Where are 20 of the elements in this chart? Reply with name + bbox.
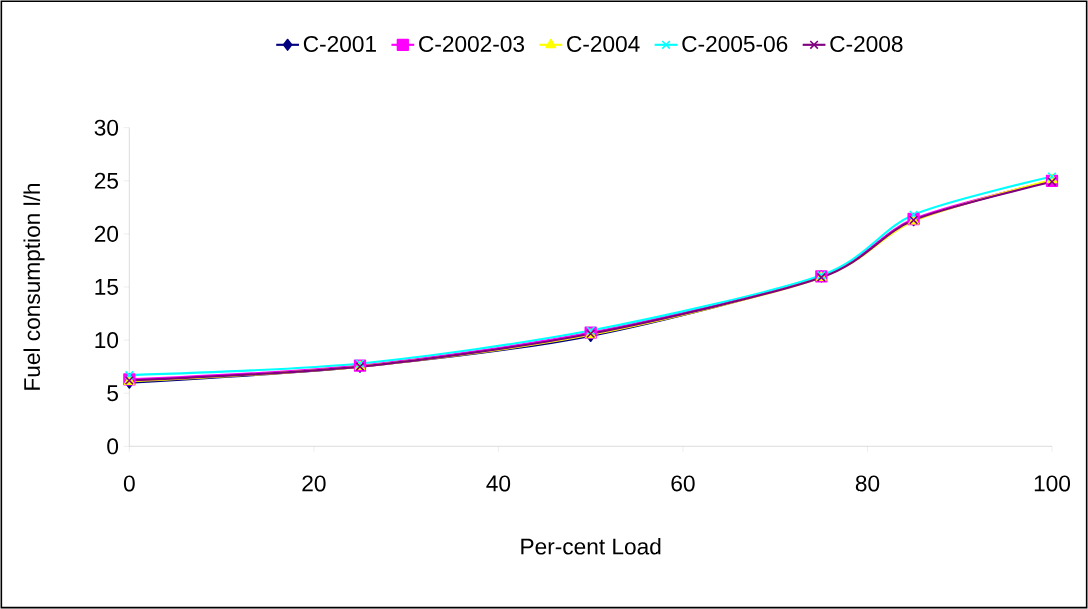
x-tick-label: 40 (486, 475, 511, 492)
y-tick-label: 0 (107, 438, 119, 455)
y-tick-label: 20 (94, 225, 119, 242)
legend-label: C-2002-03 (419, 35, 525, 52)
x-axis-title: Per-cent Load (521, 537, 661, 555)
x-tick-label: 0 (123, 475, 135, 492)
y-axis-title: Fuel consumption l/h (23, 183, 45, 390)
y-tick-label: 15 (95, 279, 118, 295)
legend-label: C-2005-06 (682, 35, 788, 52)
y-tick-label: 25 (94, 172, 118, 189)
x-tick-label: 20 (302, 475, 326, 492)
x-tick-label: 60 (671, 475, 695, 492)
legend-label: C-2008 (830, 35, 903, 52)
y-tick-label: 30 (94, 119, 119, 136)
legend-label: C-2001 (303, 35, 376, 52)
x-tick-label: 100 (1034, 475, 1071, 492)
y-tick-label: 10 (95, 332, 119, 349)
x-tick-label: 80 (855, 475, 880, 492)
legend-label: C-2004 (567, 35, 640, 52)
y-tick-label: 5 (107, 385, 118, 402)
